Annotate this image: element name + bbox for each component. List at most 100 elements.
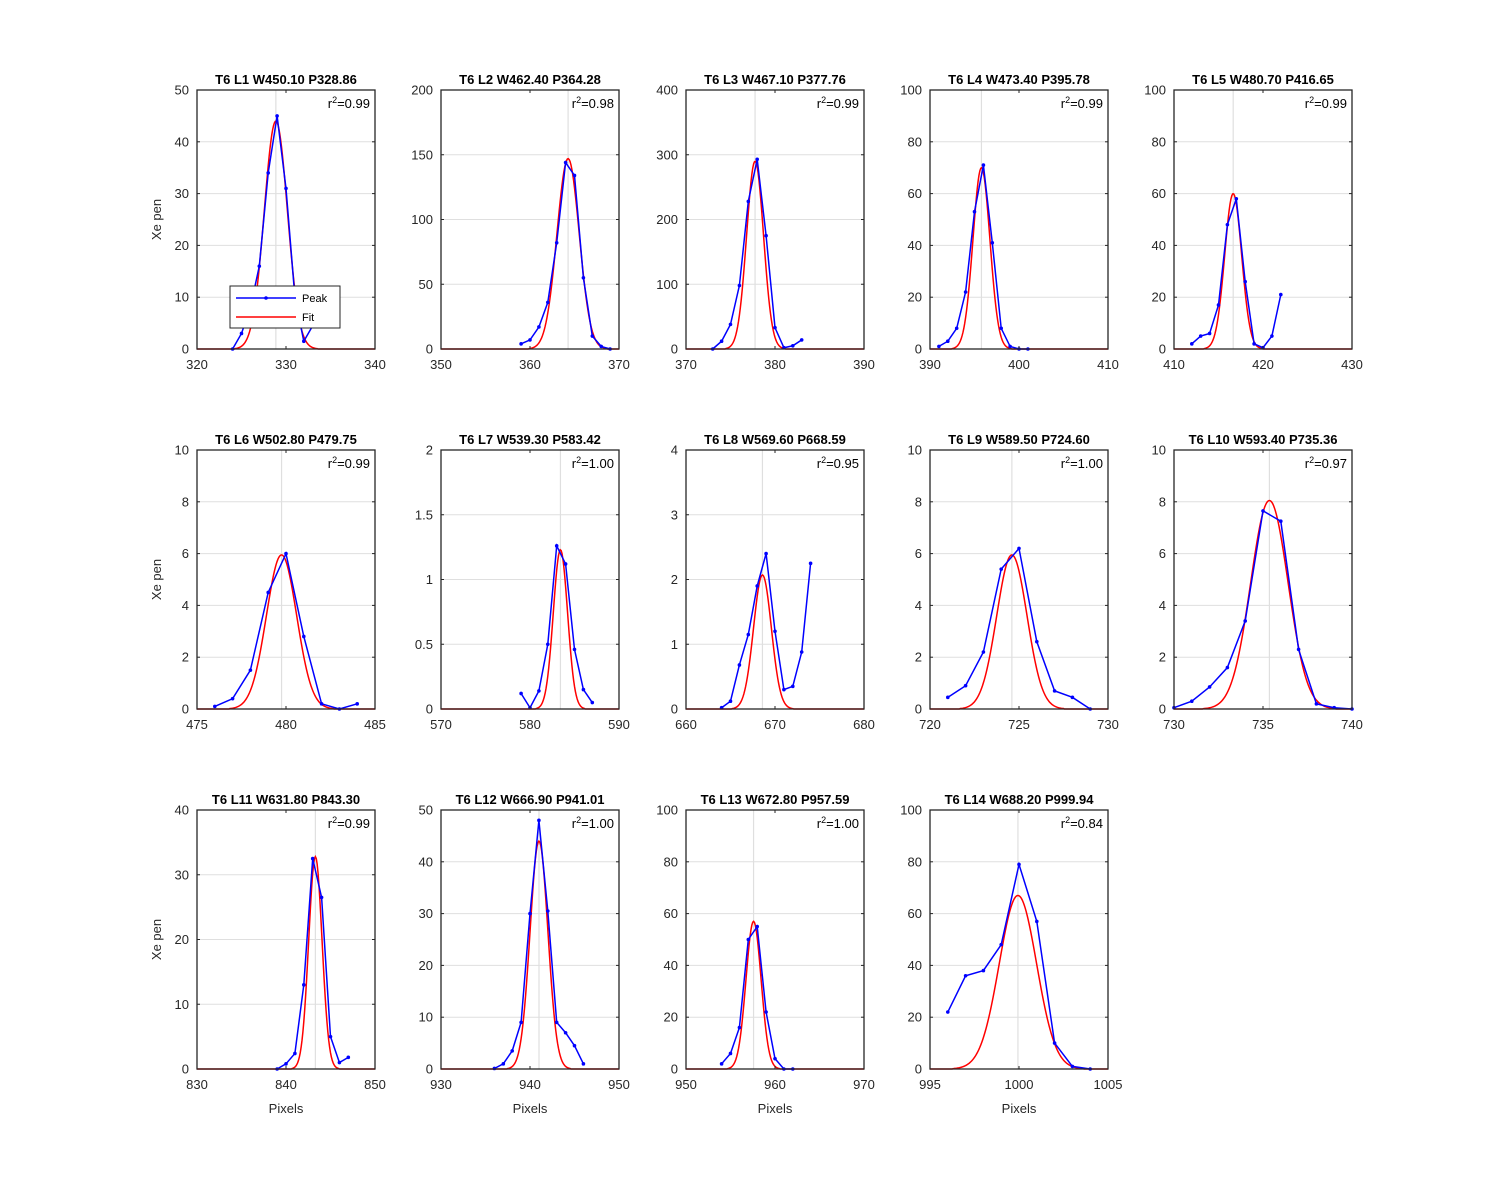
peak-point <box>581 687 586 692</box>
y-tick-label: 10 <box>1152 443 1166 458</box>
peak-point <box>728 1051 733 1056</box>
peak-point <box>773 1056 777 1061</box>
y-tick-label: 40 <box>419 854 433 869</box>
y-tick-label: 20 <box>908 1010 922 1025</box>
panel-title: T6 L4 W473.40 P395.78 <box>948 72 1090 87</box>
panel-title: T6 L10 W593.40 P735.36 <box>1189 432 1338 447</box>
peak-point <box>737 663 742 667</box>
r-squared-label: r2=0.97 <box>1305 455 1347 471</box>
panel-title: T6 L8 W569.60 P668.59 <box>704 432 846 447</box>
y-tick-label: 1 <box>426 572 433 587</box>
y-axis-label: Xe pen <box>149 559 164 600</box>
peak-line <box>938 164 1028 350</box>
axes-box <box>1173 89 1353 350</box>
peak-point <box>554 1020 559 1025</box>
fit-curve <box>197 554 375 710</box>
legend-peak-marker <box>264 296 268 300</box>
panel-10: 730 735 740 0 2 4 6 8 10 T6 L10 W593.40 P735.36 r2… <box>1152 432 1363 732</box>
x-tick-label: 570 <box>430 717 452 732</box>
peak-point <box>981 968 986 973</box>
peak-point <box>537 325 541 329</box>
panel-11: 830 840 850 0 10 20 30 40 T6 L11 W631.80 P843.30… <box>149 792 386 1116</box>
x-tick-label: 580 <box>519 717 541 732</box>
x-tick-label: 1000 <box>1005 1077 1034 1092</box>
peak-point <box>981 163 986 167</box>
peak-point <box>528 911 532 916</box>
peak-point <box>937 344 941 349</box>
peak-point <box>284 1062 288 1066</box>
x-tick-label: 970 <box>853 1077 875 1092</box>
x-tick-label: 390 <box>919 357 941 372</box>
r-squared-label: r2=1.00 <box>817 815 859 831</box>
fit-curve <box>1174 499 1352 710</box>
peak-point <box>1052 689 1057 693</box>
y-tick-label: 0 <box>426 342 433 357</box>
y-tick-label: 0 <box>915 1062 922 1077</box>
y-tick-label: 50 <box>419 277 433 292</box>
peak-point <box>808 561 813 566</box>
y-tick-label: 10 <box>908 443 922 458</box>
peak-point <box>248 668 253 672</box>
axes-box <box>929 89 1109 350</box>
y-tick-label: 0 <box>426 1062 433 1077</box>
y-tick-label: 0 <box>426 702 433 717</box>
axes-box <box>196 449 376 710</box>
peak-point <box>764 551 768 556</box>
peak-point <box>302 339 306 344</box>
peak-point <box>266 590 271 595</box>
peak-point <box>302 634 306 639</box>
peak-point <box>755 924 759 929</box>
peak-point <box>1035 919 1039 924</box>
r-squared-label: r2=0.95 <box>817 455 859 471</box>
y-tick-label: 80 <box>908 854 922 869</box>
y-tick-label: 2 <box>426 443 433 458</box>
y-tick-label: 40 <box>175 803 189 818</box>
y-tick-label: 100 <box>656 803 678 818</box>
fit-curve <box>930 166 1108 350</box>
x-tick-label: 350 <box>430 357 452 372</box>
x-tick-label: 340 <box>364 357 386 372</box>
y-axis-label: Xe pen <box>149 199 164 240</box>
x-tick-label: 390 <box>853 357 875 372</box>
panel-3: 370 380 390 0 100 200 300 400 T6 L3 W467.10 P377… <box>656 72 875 372</box>
y-tick-label: 10 <box>175 997 189 1012</box>
fit-curve <box>441 157 619 350</box>
peak-point <box>1252 342 1256 346</box>
peak-point <box>1207 331 1212 336</box>
x-tick-label: 940 <box>519 1077 541 1092</box>
r-squared-label: r2=0.99 <box>328 455 370 471</box>
panel-title: T6 L11 W631.80 P843.30 <box>212 792 360 807</box>
peak-point <box>719 1062 724 1066</box>
peak-point <box>799 338 804 342</box>
peak-point <box>319 895 324 900</box>
peak-point <box>1207 685 1212 689</box>
y-tick-label: 100 <box>900 83 922 98</box>
peak-point <box>528 338 532 342</box>
panel-4: 390 400 410 0 20 40 60 80 100 T6 L4 W473.40 P395.… <box>900 72 1119 372</box>
peak-point <box>599 344 603 349</box>
y-tick-label: 2 <box>915 650 922 665</box>
peak-point <box>590 334 595 338</box>
axes-box <box>929 449 1109 710</box>
x-axis-label: Pixels <box>1002 1101 1037 1116</box>
y-tick-label: 2 <box>182 650 189 665</box>
peak-point <box>572 173 577 178</box>
y-tick-label: 8 <box>915 494 922 509</box>
peak-point <box>581 1062 586 1066</box>
peak-point <box>755 157 759 162</box>
x-tick-label: 740 <box>1341 717 1363 732</box>
axes-box <box>929 809 1109 1070</box>
x-tick-label: 370 <box>675 357 697 372</box>
y-tick-label: 50 <box>419 803 433 818</box>
fit-curve <box>197 854 375 1070</box>
axes-box <box>685 809 865 1070</box>
peak-point <box>293 1051 297 1056</box>
peak-point <box>1035 639 1039 644</box>
y-tick-label: 100 <box>1144 83 1166 98</box>
x-tick-label: 410 <box>1163 357 1185 372</box>
peak-point <box>1279 292 1283 297</box>
y-tick-label: 80 <box>908 134 922 149</box>
peak-point <box>1008 344 1012 349</box>
peak-point <box>746 199 751 204</box>
y-tick-label: 20 <box>908 290 922 305</box>
